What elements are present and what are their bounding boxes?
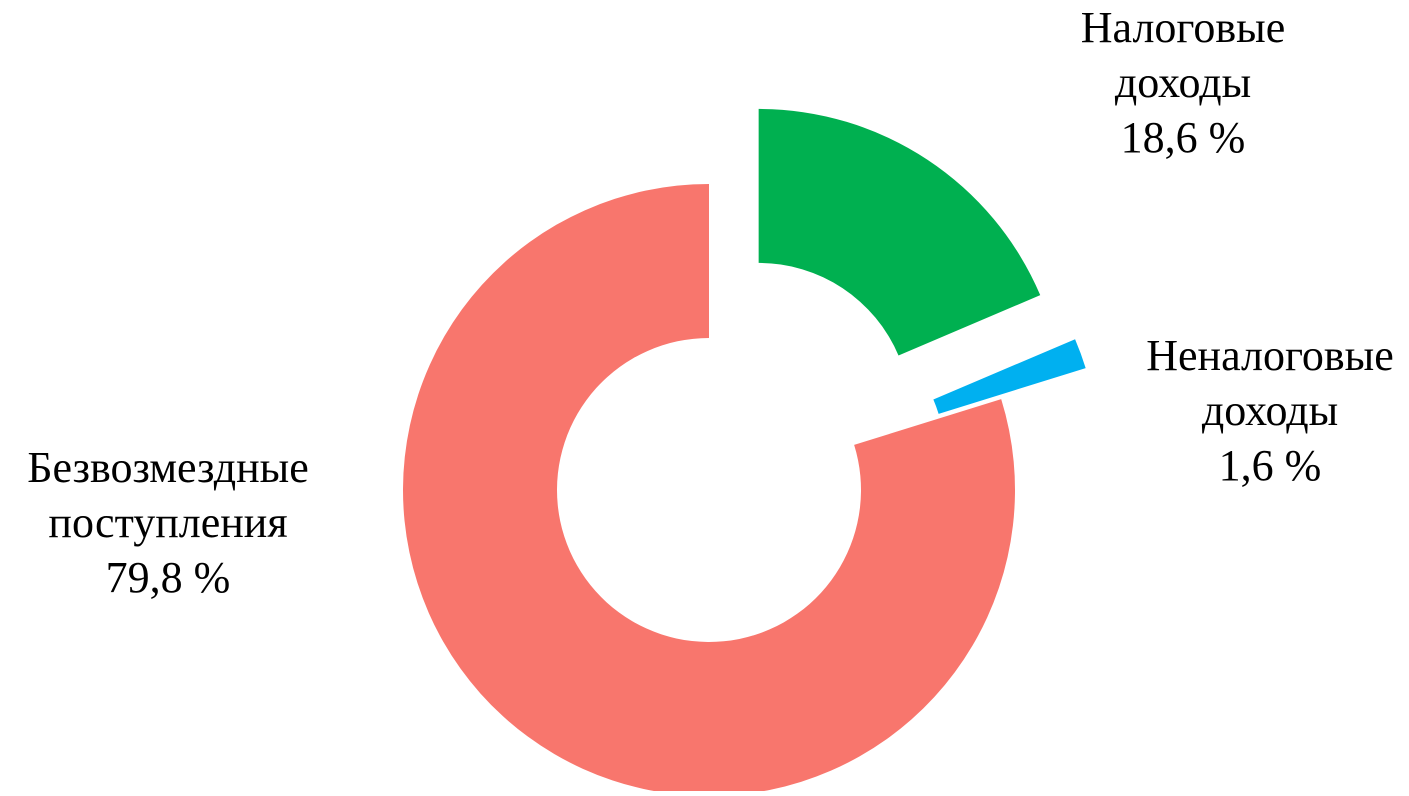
slice-label-2: Безвозмездные поступления 79,8 % <box>27 443 308 602</box>
slice-label-text: доходы <box>1202 386 1338 435</box>
doughnut-slice-1 <box>933 339 1086 414</box>
slice-label-text: Налоговые <box>1081 3 1285 52</box>
slice-label-0: Налоговые доходы 18,6 % <box>1081 3 1285 162</box>
slice-label-text: доходы <box>1115 58 1251 107</box>
slice-label-text: поступления <box>48 498 287 547</box>
slice-label-text: Безвозмездные <box>27 443 308 492</box>
slice-value-label: 1,6 % <box>1219 441 1322 490</box>
doughnut-slice-0 <box>758 108 1041 356</box>
slice-label-1: Неналоговые доходы 1,6 % <box>1146 331 1394 490</box>
doughnut-slice-2 <box>403 184 1016 796</box>
slices-layer <box>403 108 1086 796</box>
slice-label-text: Неналоговые <box>1146 331 1394 380</box>
slice-value-label: 18,6 % <box>1121 113 1246 162</box>
slice-value-label: 79,8 % <box>106 553 231 602</box>
labels-layer: Налоговые доходы 18,6 % Неналоговые доходы 1,… <box>27 3 1394 602</box>
